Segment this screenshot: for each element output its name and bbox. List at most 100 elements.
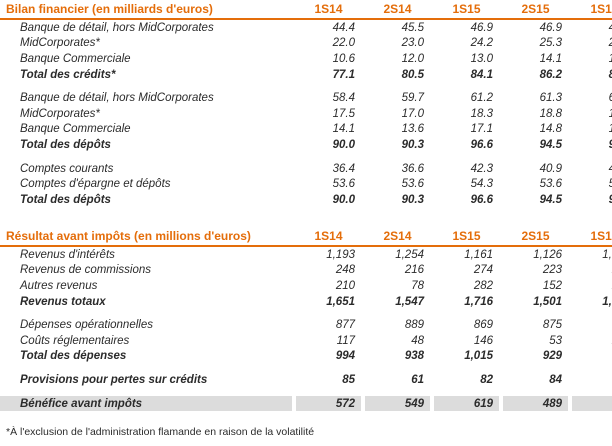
footnote: *À l'exclusion de l'administration flama… [6,426,315,438]
table-row: Banque Commerciale 10.6 12.0 13.0 14.1 14.5 [0,51,612,67]
value-cell: 26.2 [572,36,612,52]
value-cell: 10.6 [332,52,355,65]
value-cell: 264 [572,278,612,294]
value-cell: 44.9 [572,161,612,177]
gap-cell [0,82,612,90]
value-cell: 97.7 [572,192,612,208]
value-cell: 1,015 [464,350,493,363]
value-cell: 146 [473,334,493,347]
row-label: Total des dépôts [20,193,111,206]
value-cell: 94.5 [539,138,562,151]
column-spacer [568,0,572,20]
row-gap [0,309,612,317]
value-cell: 77.1 [332,68,355,81]
column-spacer [499,0,503,20]
row-label: Banque Commerciale [20,123,131,136]
value-cell: 994 [335,350,355,363]
value-cell: 489 [503,395,568,412]
value-cell: 274 [473,264,493,277]
value-cell: 1,618 [602,295,612,308]
value-cell: 14.1 [332,123,355,136]
value-cell: 52.8 [572,176,612,192]
row-label: MidCorporates* [20,37,100,50]
section-title: Résultat avant impôts (en millions d'eur… [0,227,292,247]
value-cell: 223 [542,264,562,277]
column-spacer [499,395,503,412]
row-label: Revenus de commissions [20,264,152,277]
value-cell: 96.6 [470,193,493,206]
period-header: 2S15 [503,0,568,20]
column-spacer [499,227,503,247]
income-statement-table: Résultat avant impôts (en millions d'eur… [0,227,612,412]
row-label: Banque de détail, hors MidCorporates [20,92,214,105]
value-cell: 25.3 [539,37,562,50]
value-cell: 53 [549,334,562,347]
value-cell: 53.6 [332,178,355,191]
table-row: Total des crédits* 77.1 80.5 84.1 86.2 88.5 [0,67,612,83]
value-cell: 588 [572,395,612,412]
column-spacer [430,227,434,247]
value-cell: 78 [411,279,424,292]
value-cell: 40.9 [539,162,562,175]
row-label: Banque de détail, hors MidCorporates [20,21,214,34]
value-cell: 86.2 [539,68,562,81]
value-cell: 14.8 [539,123,562,136]
row-label: Autres revenus [20,279,98,292]
period-header: 1S15 [434,227,499,247]
value-cell: 63.0 [572,90,612,106]
value-cell: 210 [335,279,355,292]
row-label: Provisions pour pertes sur crédits [20,373,208,386]
value-cell: 13.6 [401,123,424,136]
value-cell: 84.1 [470,68,493,81]
row-gap [0,388,612,396]
value-cell: 1,087 [602,248,612,261]
value-cell: 216 [404,264,424,277]
row-label: Revenus d'intérêts [20,248,115,261]
balance-sheet-table: Bilan financier (en milliards d'euros) 1S… [0,0,612,208]
table-row: MidCorporates* 22.0 23.0 24.2 25.3 26.2 [0,36,612,52]
table-row: Autres revenus 210 78 282 152 264 [0,278,612,294]
row-label: MidCorporates* [20,107,100,120]
value-cell: 53.6 [401,178,424,191]
value-cell: 48 [411,334,424,347]
value-cell: 1,193 [326,248,355,261]
value-cell: 1,254 [395,248,424,261]
value-cell: 869 [473,319,493,332]
table-row: Total des dépenses 994 938 1,015 929 904 [0,349,612,365]
value-cell: 90.0 [332,138,355,151]
value-cell: 904 [572,349,612,365]
value-cell: 18.8 [539,107,562,120]
value-cell: 42.3 [470,162,493,175]
value-cell: 877 [335,319,355,332]
table-row: Banque de détail, hors MidCorporates 44.4… [0,20,612,36]
section-title: Bilan financier (en milliards d'euros) [0,0,292,20]
value-cell: 1,547 [395,295,424,308]
value-cell: 61.2 [470,92,493,105]
value-cell: 1,716 [464,295,493,308]
table-row: Revenus totaux 1,651 1,547 1,716 1,501 1,618 [0,294,612,310]
value-cell: 80.5 [401,68,424,81]
value-cell: 85 [342,373,355,386]
table-row: Comptes d'épargne et dépôts 53.6 53.6 54.3 5… [0,176,612,192]
value-cell: 929 [542,350,562,363]
row-label: Banque Commerciale [20,52,131,65]
gap-cell [0,364,612,372]
gap-cell [0,309,612,317]
column-spacer [361,0,365,20]
value-cell: 90.3 [401,193,424,206]
value-cell: 44.4 [332,21,355,34]
value-cell: 17.0 [401,107,424,120]
row-label: Coûts réglementaires [20,334,130,347]
column-spacer [292,227,296,247]
period-header: 2S14 [365,227,430,247]
value-cell: 97.7 [572,137,612,153]
value-cell: 152 [542,279,562,292]
value-cell: 58.4 [332,92,355,105]
table-row: Dépenses opérationnelles 877 889 869 875 702 [0,317,612,333]
value-cell: 23.0 [401,37,424,50]
value-cell: 1,501 [533,295,562,308]
row-label: Total des crédits* [20,68,116,81]
value-cell: 46.9 [539,21,562,34]
value-cell: 84 [549,373,562,386]
table-row: Banque de détail, hors MidCorporates 58.4… [0,90,612,106]
